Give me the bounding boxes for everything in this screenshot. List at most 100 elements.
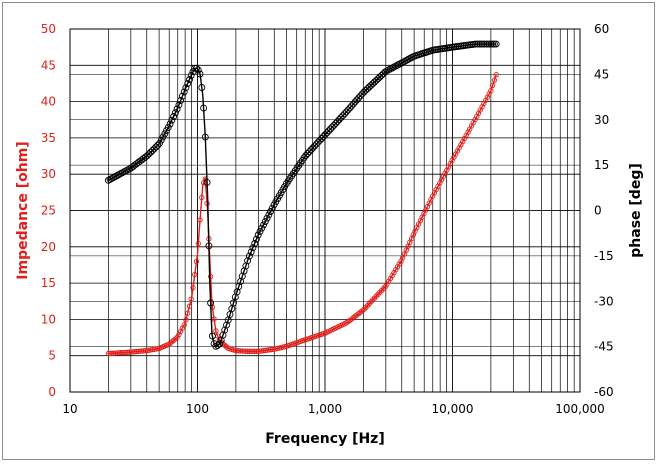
- phase-point: [314, 138, 322, 146]
- impedance-point: [114, 350, 120, 356]
- phase-point: [207, 299, 215, 307]
- phase-point: [305, 148, 313, 156]
- phase-point: [247, 248, 255, 256]
- impedance-point: [237, 348, 244, 354]
- y-right-tick-label: -60: [594, 385, 614, 399]
- impedance-point: [125, 349, 131, 355]
- phase-point: [344, 106, 352, 114]
- phase-point: [480, 40, 488, 48]
- impedance-point: [118, 350, 124, 356]
- phase-point: [187, 71, 195, 79]
- phase-point: [219, 331, 227, 339]
- series-layer: [104, 40, 500, 357]
- phase-point: [327, 125, 334, 133]
- phase-point: [104, 176, 112, 184]
- phase-point: [328, 123, 336, 131]
- impedance-point: [107, 350, 113, 357]
- phase-point: [304, 150, 312, 158]
- phase-point: [388, 64, 396, 72]
- phase-point: [126, 165, 133, 173]
- phase-point: [319, 133, 327, 141]
- phase-point: [245, 252, 253, 260]
- phase-point: [171, 109, 179, 117]
- impedance-point: [269, 346, 275, 353]
- phase-point: [164, 123, 172, 131]
- phase-point: [397, 59, 405, 67]
- impedance-line: [108, 74, 497, 355]
- impedance-point: [105, 350, 112, 357]
- phase-point: [265, 211, 273, 219]
- phase-point: [492, 40, 500, 48]
- phase-point: [221, 326, 229, 334]
- phase-point: [115, 171, 123, 179]
- y-right-tick-label: 30: [594, 113, 609, 127]
- phase-point: [170, 113, 178, 120]
- impedance-point: [253, 348, 260, 354]
- impedance-point: [111, 350, 117, 356]
- y-left-tick-label: 50: [41, 22, 56, 36]
- impedance-point: [250, 348, 256, 354]
- phase-point: [471, 40, 479, 48]
- impedance-point: [260, 347, 267, 354]
- phase-point: [122, 167, 130, 175]
- phase-point: [111, 173, 119, 180]
- phase-point: [254, 231, 262, 239]
- impedance-point: [188, 296, 194, 302]
- impedance-point: [135, 348, 141, 355]
- phase-point: [161, 130, 169, 138]
- impedance-point: [488, 88, 494, 94]
- phase-point: [348, 102, 356, 110]
- phase-point: [252, 235, 260, 243]
- phase-point: [203, 178, 211, 186]
- impedance-point: [181, 322, 187, 328]
- phase-point: [311, 142, 319, 150]
- phase-point: [401, 57, 408, 65]
- phase-point: [476, 40, 484, 48]
- impedance-point: [491, 77, 498, 83]
- y-left-tick-label: 0: [48, 385, 56, 399]
- impedance-point: [128, 349, 134, 355]
- y-right-tick-label: 45: [594, 67, 609, 81]
- impedance-point: [132, 349, 138, 355]
- phase-point: [215, 340, 223, 348]
- phase-point: [351, 98, 359, 106]
- phase-point: [184, 80, 192, 88]
- phase-point: [244, 257, 252, 265]
- phase-point: [217, 336, 225, 344]
- y-left-tick-label: 25: [41, 204, 56, 218]
- phase-point: [312, 140, 320, 148]
- phase-point: [148, 147, 156, 154]
- impedance-point: [185, 310, 191, 316]
- phase-point: [383, 67, 391, 75]
- phase-point: [193, 64, 200, 72]
- impedance-point: [119, 349, 126, 356]
- phase-point: [157, 136, 165, 144]
- phase-point: [330, 121, 338, 129]
- impedance-point: [248, 348, 254, 354]
- phase-point: [154, 141, 162, 149]
- phase-point: [263, 214, 271, 222]
- phase-point: [321, 131, 329, 139]
- phase-point: [249, 244, 257, 252]
- phase-series: [104, 40, 500, 350]
- phase-point: [119, 169, 126, 177]
- phase-point: [392, 62, 400, 70]
- impedance-point: [192, 271, 198, 278]
- impedance-point: [197, 217, 203, 223]
- y-left-tick-label: 10: [41, 312, 56, 326]
- tick-labels: 10 100 1,000 10,000 100,000 0 5 10 15 20 25 30 35 40 4…: [41, 22, 614, 416]
- phase-point: [318, 135, 326, 142]
- phase-point: [200, 104, 208, 112]
- phase-point: [177, 97, 185, 104]
- y-right-tick-label: -30: [594, 294, 614, 308]
- impedance-point: [109, 350, 115, 356]
- y-right-tick-label: 0: [594, 204, 602, 218]
- plot-border: [69, 28, 581, 393]
- phase-point: [208, 332, 216, 340]
- phase-point: [180, 88, 188, 96]
- impedance-point: [137, 348, 143, 354]
- phase-point: [302, 152, 310, 159]
- impedance-point: [213, 328, 219, 334]
- phase-point: [251, 240, 259, 247]
- impedance-point: [142, 348, 149, 354]
